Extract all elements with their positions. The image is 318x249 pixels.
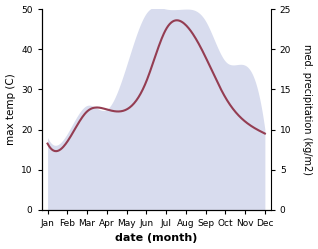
Y-axis label: max temp (C): max temp (C) — [5, 74, 16, 145]
Y-axis label: med. precipitation (kg/m2): med. precipitation (kg/m2) — [302, 44, 313, 175]
X-axis label: date (month): date (month) — [115, 234, 197, 244]
